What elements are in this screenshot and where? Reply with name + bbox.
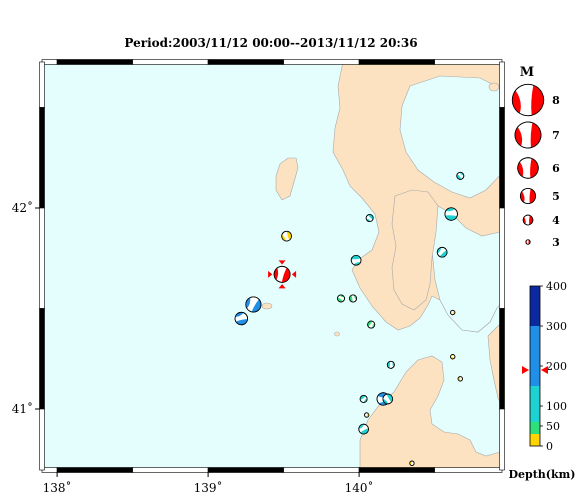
land-kameda-peninsula [391, 189, 439, 311]
depth-tick-label: 0 [546, 440, 553, 453]
depth-marker-left [522, 366, 529, 374]
magnitude-legend-label: 8 [552, 94, 560, 107]
depth-color-band [530, 326, 540, 386]
magnitude-legend-title: M [520, 65, 534, 80]
depth-tick-label: 50 [546, 420, 560, 433]
magnitude-legend-symbol [514, 121, 542, 149]
event-mechanism [450, 309, 456, 316]
magnitude-legend: 8 7 6 5 4 3 [511, 83, 560, 249]
event-mechanism [382, 393, 394, 405]
main-shock-pointer [278, 260, 286, 265]
earthquake-events [234, 171, 465, 466]
frame-band [39, 408, 45, 471]
event-mechanism [234, 311, 248, 326]
frame-band [499, 308, 505, 410]
magnitude-legend-symbol [511, 83, 545, 117]
frame-band [499, 207, 505, 309]
depth-marker-right [541, 366, 548, 374]
depth-tick-label: 100 [546, 400, 567, 413]
event-mechanism [365, 214, 374, 223]
frame-band [39, 207, 45, 309]
frame-band [434, 467, 503, 473]
main-shock-mechanism [273, 265, 291, 283]
frame-band [56, 59, 133, 65]
frame-band [39, 61, 45, 108]
magnitude-legend-label: 5 [552, 190, 560, 203]
main-shock-pointer [291, 270, 297, 278]
map-frame: 138˚ 139˚ 140˚ 42˚ 41˚ [12, 59, 505, 495]
frame-band [434, 59, 503, 65]
frame-band [132, 59, 209, 65]
island-kojima [334, 331, 340, 337]
land-shimokita [487, 322, 502, 407]
event-mechanism [457, 376, 463, 382]
event-mechanism [409, 460, 415, 466]
frame-band [283, 59, 360, 65]
event-mechanism [358, 423, 369, 435]
frame-band [358, 467, 435, 473]
event-mechanism [364, 412, 370, 418]
frame-band [499, 107, 505, 209]
event-mechanism [281, 230, 292, 242]
frame-band [39, 308, 45, 410]
magnitude-legend-label: 7 [552, 129, 560, 142]
event-mechanism [450, 354, 456, 360]
event-mechanism [349, 294, 358, 303]
lat-tick-label: 42˚ [12, 200, 33, 215]
depth-tick-label: 400 [546, 280, 567, 293]
event-mechanism [350, 254, 362, 266]
event-mechanism [359, 395, 368, 403]
depth-legend-title: Depth(km) [509, 468, 576, 481]
magnitude-legend-symbol [525, 239, 531, 245]
event-mechanism [456, 171, 465, 180]
event-mechanism [444, 207, 458, 221]
magnitude-legend-symbol [517, 157, 539, 179]
frame-band [207, 59, 284, 65]
frame-band [358, 59, 435, 65]
event-mechanism [386, 360, 395, 369]
event-mechanism [436, 246, 448, 258]
frame-band [39, 107, 45, 209]
depth-color-band [530, 422, 540, 434]
lon-tick-label: 139˚ [194, 480, 223, 495]
island-oshima [261, 302, 273, 310]
event-mechanism [245, 296, 262, 313]
depth-tick-label: 200 [546, 360, 567, 373]
lon-tick-label: 140˚ [345, 480, 374, 495]
lon-tick-label: 138˚ [43, 480, 72, 495]
depth-color-band [530, 386, 540, 422]
island-okushiri [275, 157, 299, 201]
magnitude-legend-label: 4 [552, 214, 560, 227]
island-small [488, 82, 500, 92]
magnitude-legend-symbol [522, 214, 534, 226]
frame-band [499, 61, 505, 108]
strait-tsugaru [431, 205, 502, 333]
frame-band [56, 467, 133, 473]
frame-band [499, 408, 505, 471]
depth-color-band [530, 434, 540, 446]
magnitude-legend-symbol [520, 188, 536, 204]
map-title: Period:2003/11/12 00:00--2013/11/12 20:3… [124, 36, 418, 50]
land-layer [261, 62, 502, 470]
lat-tick-label: 41˚ [12, 401, 33, 416]
depth-tick-label: 300 [546, 320, 567, 333]
frame-band [132, 467, 209, 473]
magnitude-legend-label: 3 [552, 236, 560, 249]
depth-legend: 400 300 200 100 50 0 [522, 280, 567, 453]
main-shock-pointer [278, 284, 286, 289]
event-mechanism [367, 320, 376, 329]
depth-color-band [530, 286, 540, 326]
main-shock-marker [268, 260, 297, 289]
frame-band [283, 467, 360, 473]
frame-band [207, 467, 284, 473]
magnitude-legend-label: 6 [552, 162, 560, 175]
event-mechanism [337, 294, 345, 303]
main-shock-pointer [268, 270, 273, 278]
